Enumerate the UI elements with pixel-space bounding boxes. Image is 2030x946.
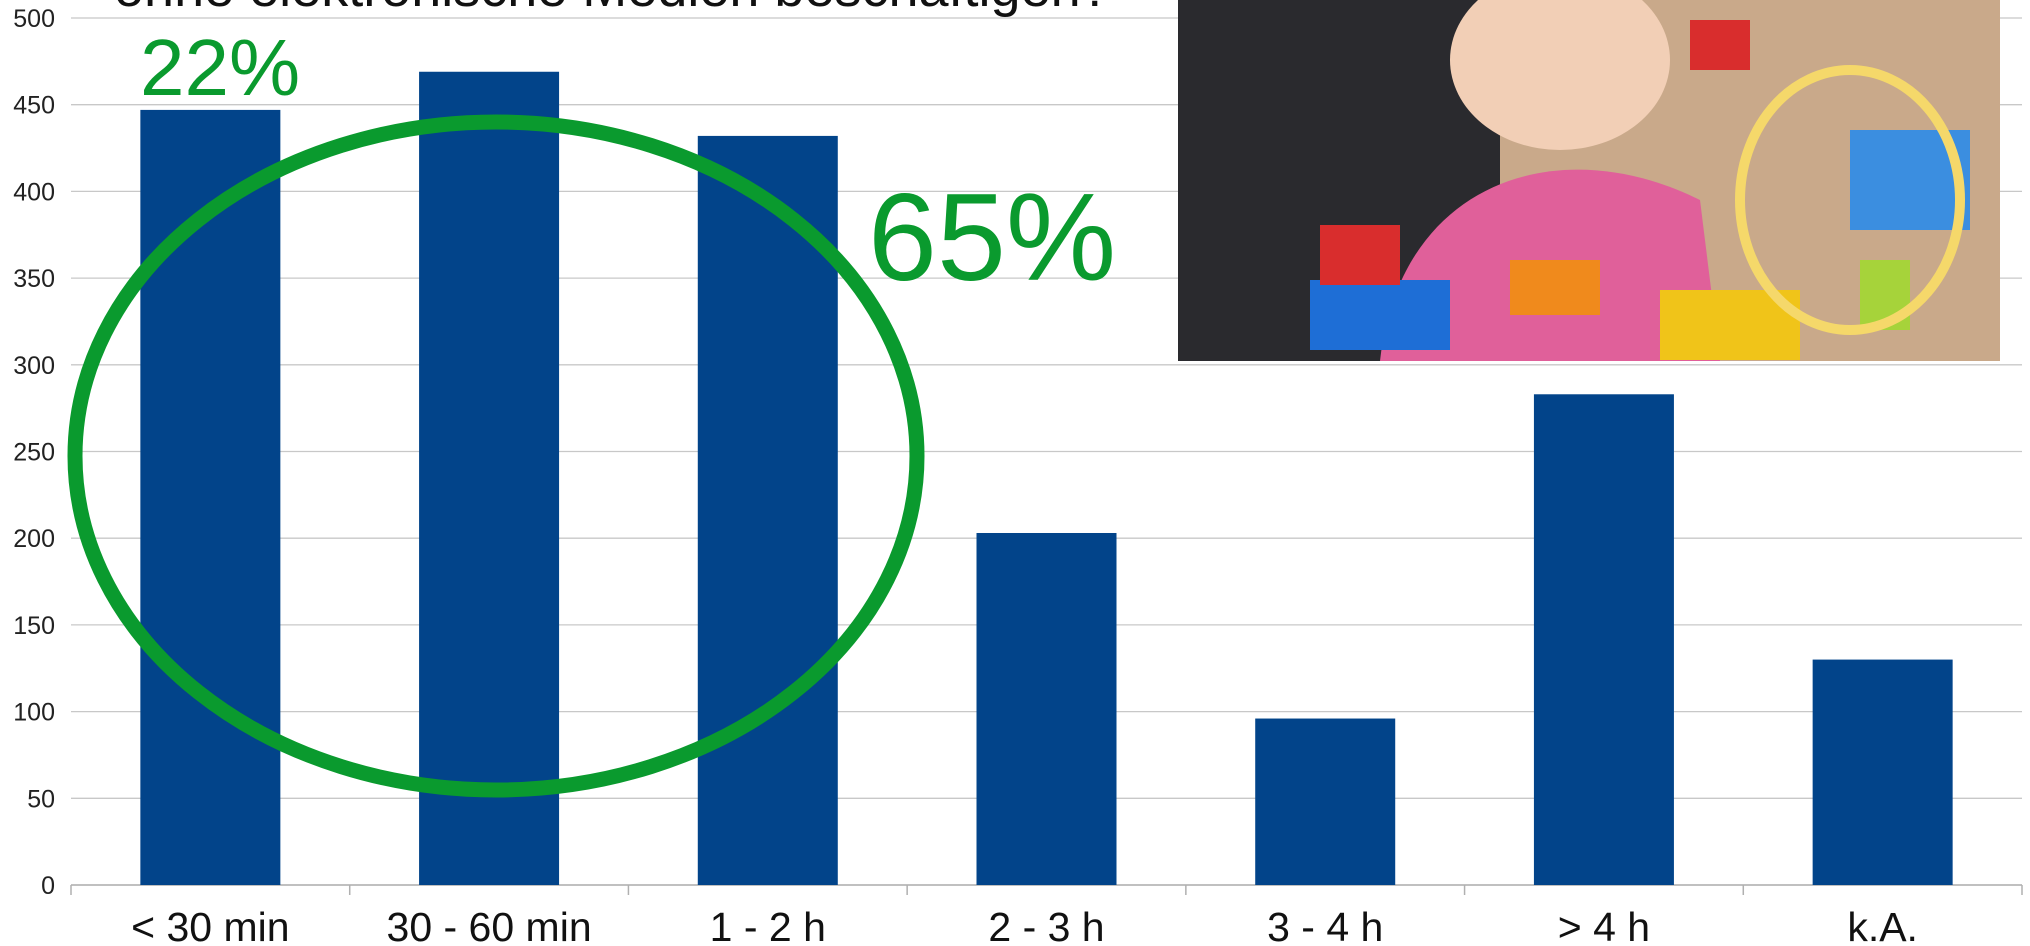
y-tick-label: 150 [13,612,55,640]
photo [1178,0,2000,361]
bar [1812,659,1953,885]
x-tick-label: < 30 min [131,904,289,946]
x-tick-label: 2 - 3 h [988,904,1104,946]
bar [419,71,560,885]
y-tick-label: 350 [13,265,55,293]
annotation: 65% [868,169,1116,307]
x-tick-label: 30 - 60 min [387,904,592,946]
y-tick-label: 50 [27,785,55,813]
y-tick-label: 100 [13,699,55,727]
y-tick-label: 0 [41,872,55,900]
chart-title: ohne elektronische Medien beschäftigen? [114,0,1111,18]
bar [697,135,838,886]
highlight-ellipse [67,114,925,798]
bar [140,109,281,886]
bar [976,532,1117,885]
y-tick-label: 400 [13,178,55,206]
annotation: 22% [140,23,300,112]
y-tick-label: 200 [13,525,55,553]
bar [1533,394,1674,885]
bar [1255,718,1396,885]
y-tick-label: 450 [13,92,55,120]
x-tick-label: > 4 h [1558,904,1650,946]
x-tick-label: k.A. [1847,904,1918,946]
y-tick-label: 300 [13,352,55,380]
x-tick-label: 1 - 2 h [710,904,826,946]
y-tick-label: 250 [13,439,55,467]
x-tick-label: 3 - 4 h [1267,904,1383,946]
y-tick-label: 500 [13,5,55,33]
